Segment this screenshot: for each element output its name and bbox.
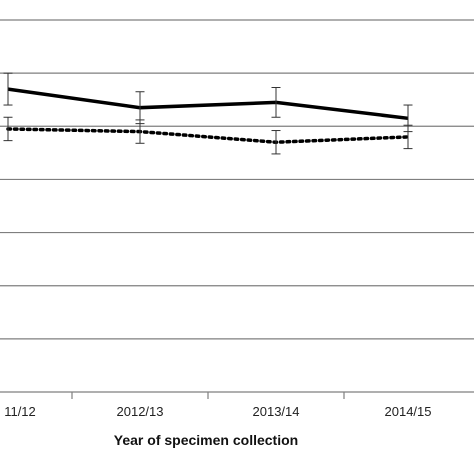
series-dotted [3,116,413,155]
x-axis [0,391,474,399]
series-solid [3,72,413,133]
x-tick-label: 2012/13 [117,404,164,419]
gridlines [0,19,474,340]
x-tick-label: 2013/14 [253,404,300,419]
x-axis-title: Year of specimen collection [114,432,298,448]
series-group [3,72,413,155]
x-tick-label: 2014/15 [385,404,432,419]
series-line [7,87,409,121]
series-line [6,127,410,144]
x-tick-labels: 11/12 2012/13 2013/14 2014/15 [4,404,431,419]
x-tick-label: 11/12 [4,404,36,419]
